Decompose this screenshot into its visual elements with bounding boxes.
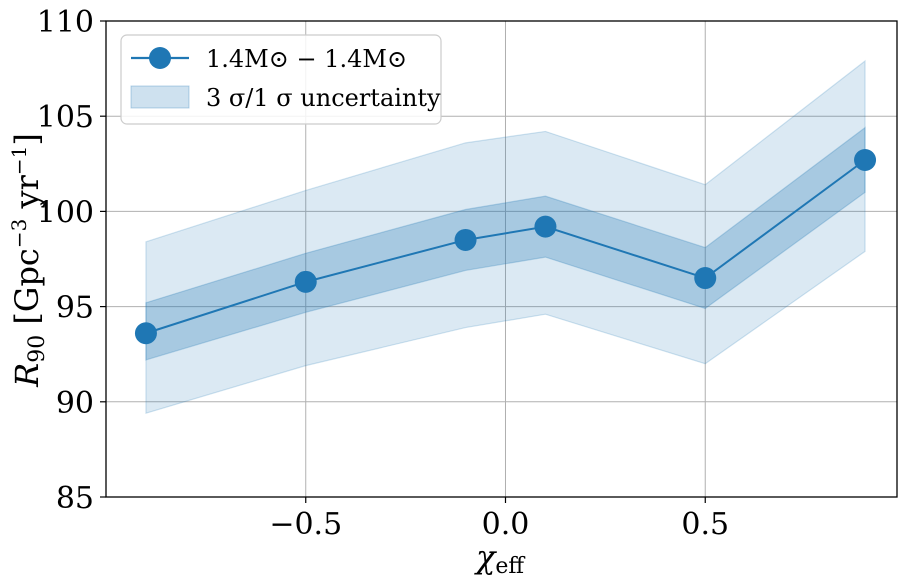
y-axis-ticks: 85 90 95 100 105 110 — [37, 5, 106, 516]
y-axis-unit-close: ] — [8, 133, 46, 145]
data-point — [694, 267, 717, 290]
series-line — [145, 159, 866, 335]
series-markers — [134, 148, 877, 345]
y-axis-subscript: 90 — [25, 335, 50, 363]
legend-marker-swatch — [149, 47, 171, 69]
y-tick-label: 85 — [56, 481, 94, 516]
y-axis-unit-exp1: −3 — [7, 219, 31, 248]
x-axis-symbol: χ — [474, 538, 497, 576]
series-lines — [145, 159, 866, 335]
x-axis-ticks: −0.5 0.0 0.5 — [269, 497, 729, 542]
y-tick-label: 95 — [56, 291, 94, 326]
y-axis-unit-exp2: −1 — [7, 146, 31, 175]
legend: 1.4M⊙ − 1.4M⊙ 3 σ/1 σ uncertainty — [120, 34, 442, 125]
y-axis-unit-open: [Gpc — [8, 248, 46, 335]
band-1-sigma — [145, 126, 866, 361]
data-point — [854, 148, 877, 171]
y-axis-symbol: R — [8, 363, 46, 388]
y-axis-label: R90 [Gpc−3 yr−1] — [7, 133, 50, 388]
y-tick-label: 105 — [37, 100, 94, 135]
data-point — [294, 270, 317, 293]
legend-band-swatch — [130, 85, 190, 109]
x-axis-subscript: eff — [495, 554, 525, 579]
data-point — [534, 215, 557, 238]
y-axis-unit-mid: yr — [8, 174, 46, 218]
plot-frame — [105, 20, 898, 498]
x-tick-label: 0.5 — [681, 507, 729, 542]
x-tick-label: −0.5 — [269, 507, 342, 542]
y-tick-label: 100 — [37, 195, 94, 230]
y-tick-label: 110 — [37, 5, 94, 40]
data-point — [134, 322, 157, 345]
legend-label-series: 1.4M⊙ − 1.4M⊙ — [206, 45, 407, 73]
x-axis-label: χeff — [474, 538, 525, 579]
x-tick-label: 0.0 — [482, 507, 530, 542]
legend-label-band: 3 σ/1 σ uncertainty — [206, 84, 441, 112]
band-3-sigma — [145, 59, 866, 415]
legend-box — [120, 34, 442, 125]
data-point — [454, 228, 477, 251]
uncertainty-bands — [145, 59, 866, 415]
y-tick-label: 90 — [56, 386, 94, 421]
